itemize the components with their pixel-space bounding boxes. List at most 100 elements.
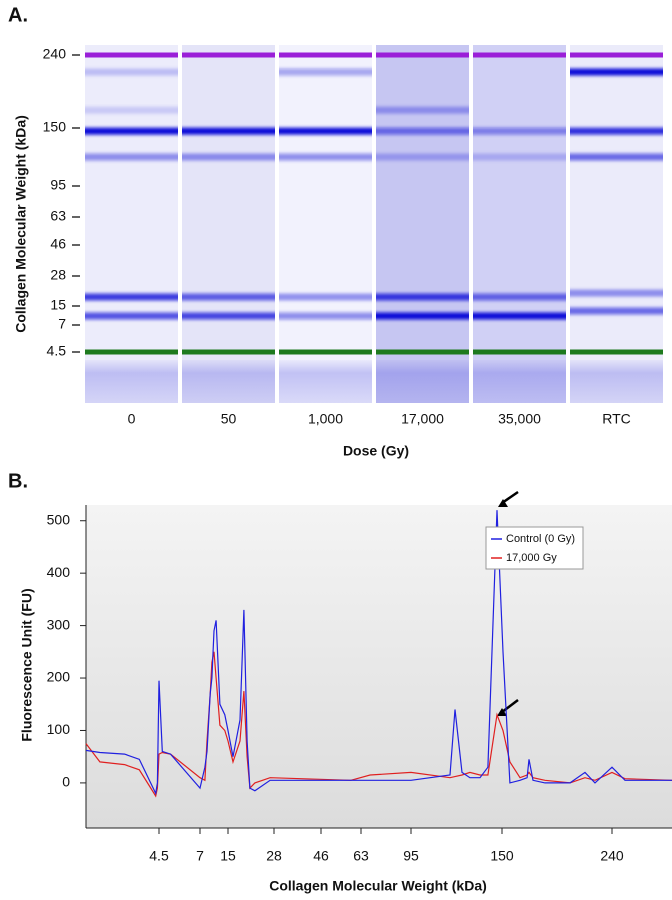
x-tick-label: 28: [266, 848, 282, 864]
band: [570, 289, 663, 297]
x-tick-label: 46: [313, 848, 329, 864]
marker-band: [376, 349, 469, 355]
band: [279, 312, 372, 320]
lane-smear: [279, 360, 372, 403]
x-tick-label: 95: [403, 848, 419, 864]
lane-smear: [182, 360, 275, 403]
band-group: [85, 68, 178, 320]
y-tick-label: 0: [62, 774, 70, 790]
lane: [279, 45, 372, 403]
y-tick-label: 500: [47, 511, 71, 527]
y-tick-label: 28: [50, 267, 66, 283]
y-axis-title: Collagen Molecular Weight (kDa): [13, 115, 29, 333]
band: [279, 127, 372, 135]
panel-b: B. Fluorescence Unit (FU) Collagen Molec…: [8, 470, 672, 894]
legend-label: 17,000 Gy: [506, 552, 557, 564]
y-tick-label: 400: [47, 564, 71, 580]
legend: [485, 526, 584, 570]
band: [85, 127, 178, 135]
band: [182, 293, 275, 301]
panel-label: B.: [8, 470, 28, 492]
band: [85, 293, 178, 301]
band: [570, 68, 663, 76]
x-tick-label: 0: [128, 411, 136, 427]
band: [473, 293, 566, 301]
panel-a: A. Collagen Molecular Weight (kDa) Dose …: [8, 4, 663, 459]
band: [279, 293, 372, 301]
x-axis-title: Collagen Molecular Weight (kDa): [269, 878, 487, 894]
x-tick-label: RTC: [602, 411, 631, 427]
band: [376, 127, 469, 135]
legend-label: Control (0 Gy): [506, 533, 575, 545]
y-tick-label: 300: [47, 616, 71, 632]
y-tick-label: 150: [43, 119, 67, 135]
band-group: [279, 68, 372, 320]
band: [376, 106, 469, 114]
band: [376, 153, 469, 161]
band: [182, 312, 275, 320]
band: [279, 153, 372, 161]
x-tick-label: 35,000: [498, 411, 541, 427]
band-group: [570, 68, 663, 315]
band: [570, 127, 663, 135]
lane: [85, 45, 178, 403]
y-tick-label: 240: [43, 46, 67, 62]
lane: [376, 45, 469, 403]
x-tick-label: 50: [221, 411, 237, 427]
band: [85, 312, 178, 320]
lane: [473, 45, 566, 403]
band: [473, 312, 566, 320]
x-tick-label: 63: [353, 848, 369, 864]
band: [279, 68, 372, 76]
y-tick-label: 200: [47, 669, 71, 685]
marker-band: [473, 349, 566, 355]
x-tick-label: 4.5: [149, 848, 169, 864]
x-tick-label: 17,000: [401, 411, 444, 427]
band-group: [376, 106, 469, 320]
marker-band: [85, 52, 178, 58]
y-tick-label: 63: [50, 208, 66, 224]
marker-band: [279, 349, 372, 355]
y-tick-label: 95: [50, 177, 66, 193]
band: [85, 68, 178, 76]
lane-smear: [570, 360, 663, 403]
band: [85, 106, 178, 114]
lane-smear: [473, 360, 566, 403]
y-axis-title: Fluorescence Unit (FU): [19, 588, 35, 741]
marker-band: [279, 52, 372, 58]
x-tick-label: 1,000: [308, 411, 343, 427]
arrow: [497, 490, 519, 716]
band: [85, 153, 178, 161]
y-tick-label: 46: [50, 236, 66, 252]
band: [182, 127, 275, 135]
lane-smear: [376, 360, 469, 403]
marker-band: [376, 52, 469, 58]
band-group: [473, 127, 566, 320]
panel-label: A.: [8, 4, 28, 26]
band-group: [182, 127, 275, 320]
band: [473, 127, 566, 135]
y-tick-label: 7: [58, 316, 66, 332]
marker-band: [85, 349, 178, 355]
y-tick-label: 15: [50, 297, 66, 313]
y-tick-label: 100: [47, 721, 71, 737]
lane-smear: [85, 360, 178, 403]
band: [376, 312, 469, 320]
band: [473, 153, 566, 161]
x-tick-label: 240: [600, 848, 624, 864]
lane: [570, 45, 663, 403]
x-tick-label: 150: [490, 848, 514, 864]
x-tick-label: 7: [196, 848, 204, 864]
marker-band: [182, 349, 275, 355]
y-tick-label: 4.5: [47, 343, 67, 359]
series-line: [85, 510, 672, 796]
marker-band: [570, 349, 663, 355]
band: [182, 153, 275, 161]
marker-band: [570, 52, 663, 58]
band: [570, 153, 663, 161]
plot-area: [86, 505, 672, 828]
lane: [182, 45, 275, 403]
band: [376, 293, 469, 301]
x-axis-title: Dose (Gy): [343, 443, 409, 459]
